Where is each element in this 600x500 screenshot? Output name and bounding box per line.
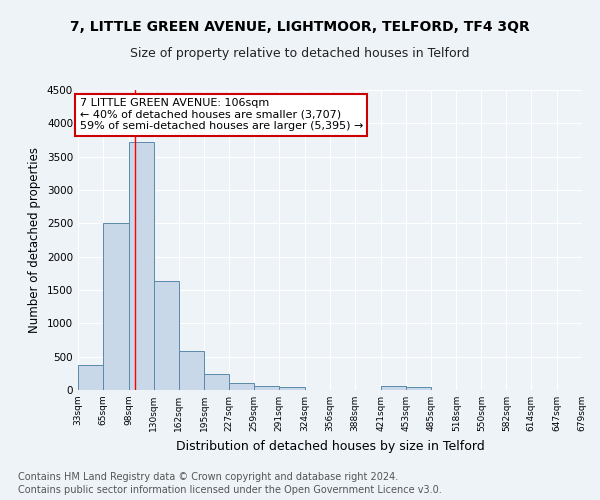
Bar [381, 386, 406, 390]
Text: 7, LITTLE GREEN AVENUE, LIGHTMOOR, TELFORD, TF4 3QR: 7, LITTLE GREEN AVENUE, LIGHTMOOR, TELFO… [70, 20, 530, 34]
Bar [103, 222, 129, 390]
Text: Size of property relative to detached houses in Telford: Size of property relative to detached ho… [130, 48, 470, 60]
Bar [254, 386, 279, 390]
Bar [78, 366, 103, 390]
Text: 7 LITTLE GREEN AVENUE: 106sqm
← 40% of detached houses are smaller (3,707)
59% o: 7 LITTLE GREEN AVENUE: 106sqm ← 40% of d… [80, 98, 363, 131]
Bar [406, 386, 431, 390]
Text: Contains HM Land Registry data © Crown copyright and database right 2024.: Contains HM Land Registry data © Crown c… [18, 472, 398, 482]
Bar [129, 142, 154, 390]
Bar [154, 282, 179, 390]
Bar [279, 386, 305, 390]
X-axis label: Distribution of detached houses by size in Telford: Distribution of detached houses by size … [176, 440, 484, 452]
Y-axis label: Number of detached properties: Number of detached properties [28, 147, 41, 333]
Bar [205, 374, 229, 390]
Text: Contains public sector information licensed under the Open Government Licence v3: Contains public sector information licen… [18, 485, 442, 495]
Bar [179, 350, 205, 390]
Bar [229, 384, 254, 390]
